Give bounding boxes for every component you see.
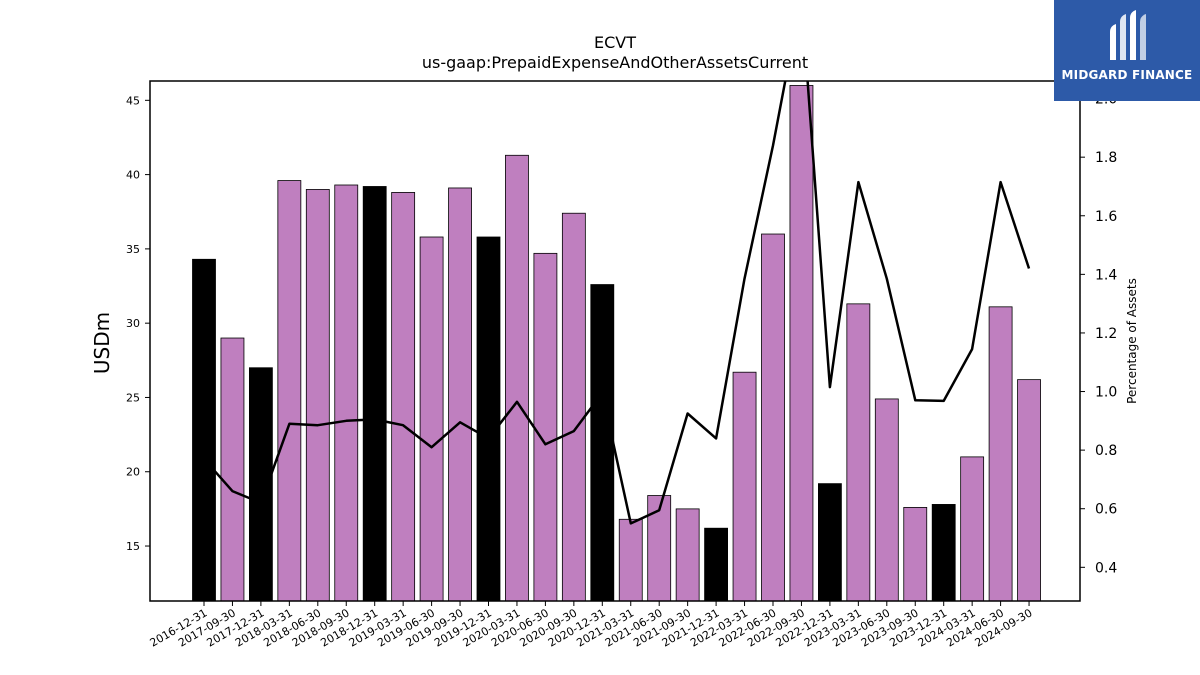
- y2-tick-label: 0.6: [1095, 502, 1117, 518]
- y2-tick-label: 0.4: [1095, 560, 1117, 576]
- bar-2023-12-31: [931, 504, 956, 602]
- bar-2017-12-31: [248, 367, 273, 602]
- logo-text: MIDGARD FINANCE: [1061, 68, 1193, 82]
- chart-title: ECVT: [594, 33, 636, 52]
- bar-2018-03-31: [277, 180, 302, 602]
- x-axis: 2016-12-312017-09-302017-12-312018-03-31…: [148, 601, 1035, 650]
- bar-2022-06-30: [761, 233, 785, 602]
- bar-2019-09-30: [448, 187, 472, 602]
- line-layer: [203, 81, 1031, 525]
- bar-2017-09-30: [220, 337, 245, 602]
- y-tick-label: 25: [126, 391, 140, 404]
- bar-2018-09-30: [334, 184, 359, 602]
- y2-tick-label: 1.0: [1095, 385, 1117, 401]
- bar-2023-06-30: [874, 398, 899, 602]
- y-tick-label: 20: [126, 466, 140, 479]
- brand-logo: MIDGARD FINANCE: [1054, 0, 1200, 101]
- bar-2016-12-31: [192, 258, 216, 602]
- bar-2020-12-31: [590, 284, 615, 602]
- bar-2022-09-30: [789, 85, 814, 602]
- y2-axis: 0.40.60.81.01.21.41.61.82.0: [1080, 92, 1117, 576]
- y-tick-label: 30: [126, 317, 140, 330]
- y2-tick-label: 1.8: [1095, 150, 1117, 166]
- bar-2021-12-31: [704, 527, 728, 602]
- y2-tick-label: 1.2: [1095, 326, 1117, 342]
- bar-2020-03-31: [505, 154, 529, 602]
- y-tick-label: 15: [126, 540, 140, 553]
- bar-2023-03-31: [846, 303, 871, 602]
- plot-frame: [149, 80, 1081, 602]
- bar-2018-06-30: [305, 189, 330, 602]
- bar-2022-12-31: [818, 483, 842, 602]
- percentage-line: [203, 81, 1031, 525]
- bar-2019-06-30: [419, 236, 444, 602]
- chart-subtitle: us-gaap:PrepaidExpenseAndOtherAssetsCurr…: [422, 53, 808, 72]
- y-axis: 15 20 25 30 35 40 45: [126, 94, 150, 553]
- bar-2018-12-31: [362, 186, 387, 602]
- bar-2021-09-30: [675, 508, 700, 602]
- bar-2023-09-30: [903, 506, 928, 602]
- y-tick-label: 45: [126, 94, 140, 107]
- bar-2021-03-31: [618, 518, 643, 602]
- y2-tick-label: 0.8: [1095, 443, 1117, 459]
- bars-layer: [192, 85, 1041, 602]
- y-tick-label: 35: [126, 243, 140, 256]
- y-tick-label: 40: [126, 169, 140, 182]
- bar-2024-06-30: [988, 306, 1013, 602]
- midgard-logo-icon: [1110, 10, 1146, 60]
- bar-2020-09-30: [561, 212, 586, 602]
- bar-2022-03-31: [732, 371, 757, 602]
- bar-2019-03-31: [391, 192, 416, 602]
- y2-axis-label: Percentage of Assets: [1125, 278, 1139, 404]
- bar-2024-09-30: [1017, 379, 1041, 602]
- bar-2019-12-31: [476, 236, 501, 602]
- y-axis-label: USDm: [90, 312, 114, 374]
- y2-tick-label: 1.6: [1095, 209, 1117, 225]
- bar-2024-03-31: [960, 456, 985, 602]
- bar-2020-06-30: [533, 252, 558, 602]
- y2-tick-label: 1.4: [1095, 267, 1117, 283]
